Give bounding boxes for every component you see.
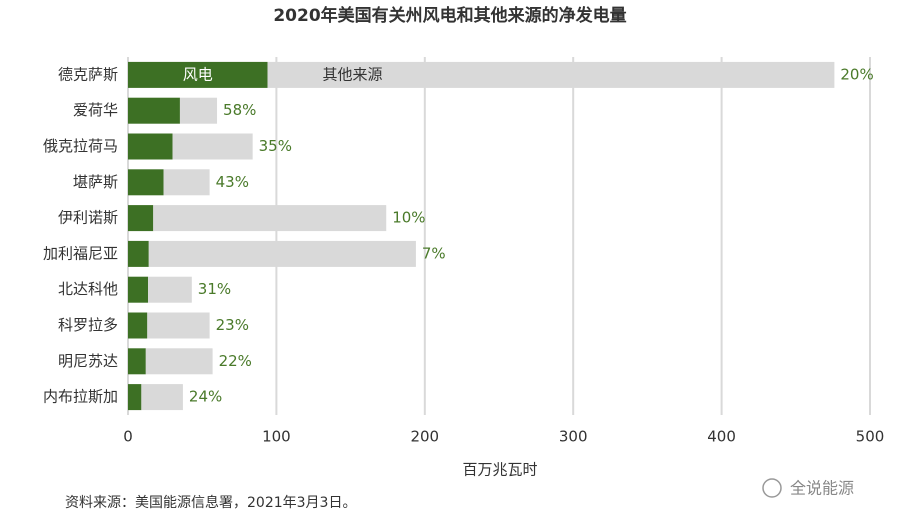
y-tick-label: 堪萨斯 (73, 173, 118, 191)
bar-segment (128, 276, 149, 303)
bar-segment (145, 348, 213, 375)
y-tick-label: 科罗拉多 (58, 316, 118, 334)
bar-segment (153, 205, 387, 232)
bar-segment (128, 348, 146, 375)
y-tick-label: 内布拉斯加 (43, 388, 118, 406)
bar-segment (128, 205, 154, 232)
bar-segment (267, 61, 835, 88)
bar-segment (172, 133, 253, 160)
share-label: 31% (198, 280, 231, 298)
bar-segment (128, 240, 149, 267)
x-axis-label: 百万兆瓦时 (462, 461, 537, 479)
x-tick-label: 400 (707, 428, 736, 446)
bar-segment (148, 240, 416, 267)
bar-segment (128, 133, 173, 160)
bar-segment (128, 312, 148, 339)
share-label: 7% (422, 244, 446, 262)
x-tick-label: 300 (559, 428, 588, 446)
bar-segment (128, 384, 142, 411)
legend-label: 其他来源 (322, 65, 382, 83)
y-tick-label: 俄克拉荷马 (43, 137, 118, 155)
watermark: 全说能源 (790, 479, 854, 498)
y-tick-label: 北达科他 (58, 280, 118, 298)
bar-segment (147, 312, 210, 339)
legend-label: 风电 (183, 65, 213, 83)
x-tick-label: 100 (262, 428, 291, 446)
share-label: 23% (216, 316, 249, 334)
x-tick-label: 0 (123, 428, 133, 446)
y-tick-label: 爱荷华 (73, 101, 118, 119)
y-tick-label: 德克萨斯 (58, 65, 118, 83)
bar-segment (128, 61, 268, 88)
bar-segment (128, 169, 164, 196)
share-label: 20% (840, 65, 873, 83)
y-tick-label: 明尼苏达 (58, 352, 118, 370)
bar-segment (179, 97, 218, 124)
share-label: 35% (259, 137, 292, 155)
share-label: 22% (219, 352, 252, 370)
share-label: 10% (392, 209, 425, 227)
source-note: 资料来源：美国能源信息署，2021年3月3日。 (65, 494, 356, 511)
bar-segment (128, 97, 180, 124)
y-tick-label: 伊利诺斯 (58, 209, 118, 227)
bar-segment (141, 384, 183, 411)
chart-title: 2020年美国有关州风电和其他来源的净发电量 (273, 5, 626, 26)
x-tick-label: 500 (856, 428, 885, 446)
watermark-icon (762, 478, 782, 498)
share-label: 24% (189, 388, 222, 406)
share-label: 43% (216, 173, 249, 191)
bar-segment (163, 169, 210, 196)
bar-segment (148, 276, 192, 303)
share-label: 58% (223, 101, 256, 119)
y-tick-label: 加利福尼亚 (43, 244, 118, 262)
x-tick-label: 200 (410, 428, 439, 446)
